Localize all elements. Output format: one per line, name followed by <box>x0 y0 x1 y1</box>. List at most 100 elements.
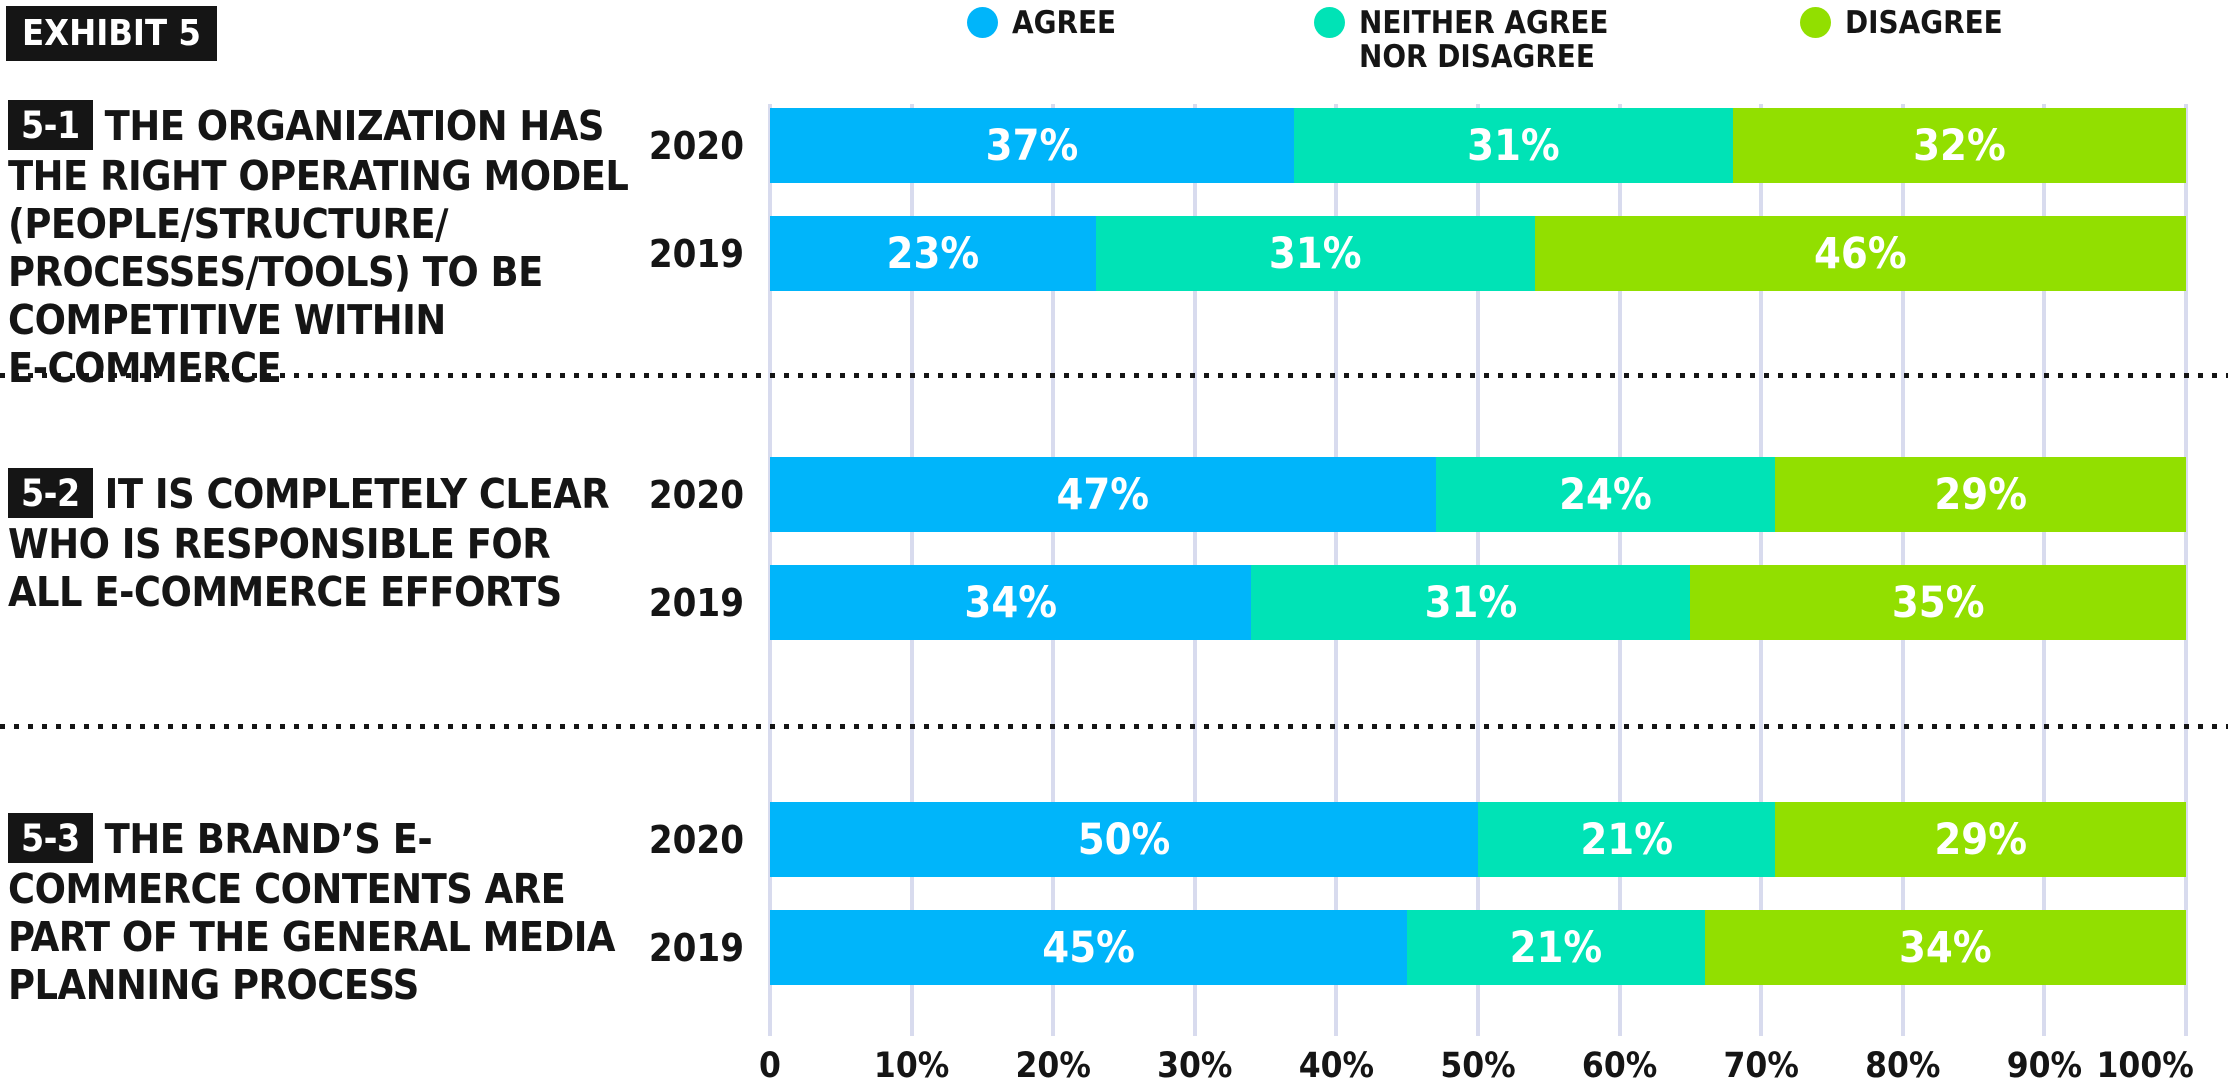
bar-segment-neither-agree-nor-disagree: 21% <box>1478 802 1776 877</box>
bar-segment-value: 31% <box>1424 577 1518 628</box>
question-text: THE ORGANIZATION HAS <box>104 102 605 150</box>
legend-dot-neither-agree-nor-disagree-icon <box>1314 7 1345 38</box>
bar-stack: 50% 21% 29% <box>770 802 2186 877</box>
question-id-chip: 5-1 <box>8 100 93 150</box>
question-line: (PEOPLE/STRUCTURE/ <box>8 200 449 248</box>
bar-segment-agree: 45% <box>770 910 1408 985</box>
x-tick-label: 60% <box>1581 1046 1658 1086</box>
bar-segment-agree: 37% <box>770 108 1294 183</box>
gridline <box>2184 104 2188 1036</box>
legend-item-disagree: DISAGREE <box>1800 6 2003 40</box>
x-tick-label: 0 <box>759 1046 781 1086</box>
question-line: 5-2 IT IS COMPLETELY CLEAR <box>8 468 668 520</box>
x-tick-label: 40% <box>1298 1046 1375 1086</box>
year-label: 2019 <box>648 925 744 970</box>
bar-segment-value: 31% <box>1268 228 1362 279</box>
exhibit-label: EXHIBIT 5 <box>6 6 217 61</box>
legend-label: NEITHER AGREE NOR DISAGREE <box>1359 5 1609 75</box>
x-axis: 0 10% 20% 30% 40% 50% 60% 70% 80% 90% 100% <box>0 1046 2228 1091</box>
question-line: PROCESSES/TOOLS) TO BE <box>8 248 543 296</box>
bar-row-5-3-2019: 2019 45% 21% 34% <box>0 910 2228 985</box>
bar-segment-value: 34% <box>1898 922 1992 973</box>
question-line: E-COMMERCE <box>8 344 282 392</box>
bar-segment-neither-agree-nor-disagree: 21% <box>1407 910 1705 985</box>
year-label: 2019 <box>648 231 744 276</box>
question-5-3: 5-3 THE BRAND’S E- COMMERCE CONTENTS ARE PA… <box>8 813 668 1009</box>
legend-item-agree: AGREE <box>967 6 1116 40</box>
x-tick-label: 20% <box>1015 1046 1091 1086</box>
year-label: 2019 <box>648 580 744 625</box>
bar-row-5-3-2020: 2020 50% 21% 29% <box>0 802 2228 877</box>
bar-segment-neither-agree-nor-disagree: 31% <box>1293 108 1733 183</box>
bar-segment-value: 24% <box>1559 469 1652 520</box>
bar-row-5-1-2019: 2019 23% 31% 46% <box>0 216 2228 291</box>
question-line: ALL E-COMMERCE EFFORTS <box>8 568 562 616</box>
question-line: PART OF THE GENERAL MEDIA <box>8 913 615 961</box>
bar-segment-neither-agree-nor-disagree: 31% <box>1095 216 1535 291</box>
bar-segment-disagree: 35% <box>1690 565 2186 640</box>
bar-stack: 34% 31% 35% <box>770 565 2186 640</box>
bar-segment-value: 46% <box>1814 228 1907 279</box>
question-line: PLANNING PROCESS <box>8 961 419 1009</box>
question-line: COMMERCE CONTENTS ARE <box>8 865 566 913</box>
bar-segment-value: 21% <box>1580 814 1673 865</box>
legend-label: AGREE <box>1012 5 1117 41</box>
x-tick-label: 30% <box>1157 1046 1233 1086</box>
bar-segment-disagree: 34% <box>1704 910 2186 985</box>
question-line: WHO IS RESPONSIBLE FOR <box>8 520 551 568</box>
bar-stack: 23% 31% 46% <box>770 216 2186 291</box>
x-tick-label: 50% <box>1440 1046 1516 1086</box>
question-text: IT IS COMPLETELY CLEAR <box>104 470 610 518</box>
bar-stack: 47% 24% 29% <box>770 457 2186 532</box>
bar-segment-neither-agree-nor-disagree: 24% <box>1435 457 1776 532</box>
question-line: 5-1 THE ORGANIZATION HAS <box>8 100 668 152</box>
bar-segment-value: 45% <box>1042 922 1135 973</box>
x-tick-label: 70% <box>1723 1046 1799 1086</box>
legend-dot-agree-icon <box>967 7 998 38</box>
question-line: COMPETITIVE WITHIN <box>8 296 446 344</box>
question-line: THE RIGHT OPERATING MODEL <box>8 152 629 200</box>
x-tick-label: 10% <box>873 1046 950 1086</box>
year-label: 2020 <box>648 123 744 168</box>
bar-segment-agree: 23% <box>770 216 1096 291</box>
bar-segment-agree: 50% <box>770 802 1478 877</box>
bar-stack: 37% 31% 32% <box>770 108 2186 183</box>
bar-segment-value: 47% <box>1056 469 1150 520</box>
x-tick-label: 90% <box>2006 1046 2083 1086</box>
bar-stack: 45% 21% 34% <box>770 910 2186 985</box>
bar-segment-value: 37% <box>985 120 1079 171</box>
bar-segment-disagree: 29% <box>1775 457 2186 532</box>
bar-row-5-2-2019: 2019 34% 31% 35% <box>0 565 2228 640</box>
question-5-2: 5-2 IT IS COMPLETELY CLEAR WHO IS RESPONSI… <box>8 468 668 616</box>
bar-segment-agree: 47% <box>770 457 1436 532</box>
bar-segment-value: 29% <box>1934 814 2027 865</box>
question-id-chip: 5-3 <box>8 813 93 863</box>
bar-segment-value: 50% <box>1077 814 1171 865</box>
question-text: THE BRAND’S E- <box>104 815 433 863</box>
bar-segment-agree: 34% <box>770 565 1252 640</box>
bar-segment-value: 32% <box>1913 120 2006 171</box>
bar-segment-value: 35% <box>1891 577 1985 628</box>
legend-label: DISAGREE <box>1845 5 2003 41</box>
year-label: 2020 <box>648 817 744 862</box>
bar-segment-value: 29% <box>1934 469 2027 520</box>
question-5-1: 5-1 THE ORGANIZATION HAS THE RIGHT OPERATI… <box>8 100 668 392</box>
question-id-chip: 5-2 <box>8 468 93 518</box>
bar-segment-disagree: 46% <box>1534 216 2186 291</box>
x-tick-label: 100% <box>2096 1046 2194 1086</box>
bar-segment-value: 31% <box>1467 120 1560 171</box>
year-label: 2020 <box>648 472 744 517</box>
bar-row-5-2-2020: 2020 47% 24% 29% <box>0 457 2228 532</box>
legend-dot-disagree-icon <box>1800 7 1831 38</box>
bar-segment-value: 21% <box>1509 922 1603 973</box>
legend-item-neither-agree-nor-disagree: NEITHER AGREE NOR DISAGREE <box>1314 6 1608 74</box>
bar-segment-value: 23% <box>886 228 980 279</box>
bar-row-5-1-2020: 2020 37% 31% 32% <box>0 108 2228 183</box>
question-line: 5-3 THE BRAND’S E- <box>8 813 668 865</box>
bar-segment-disagree: 29% <box>1775 802 2186 877</box>
dotted-separator <box>0 373 2228 378</box>
bar-segment-disagree: 32% <box>1732 108 2186 183</box>
x-tick-label: 80% <box>1865 1046 1941 1086</box>
bar-segment-neither-agree-nor-disagree: 31% <box>1251 565 1691 640</box>
